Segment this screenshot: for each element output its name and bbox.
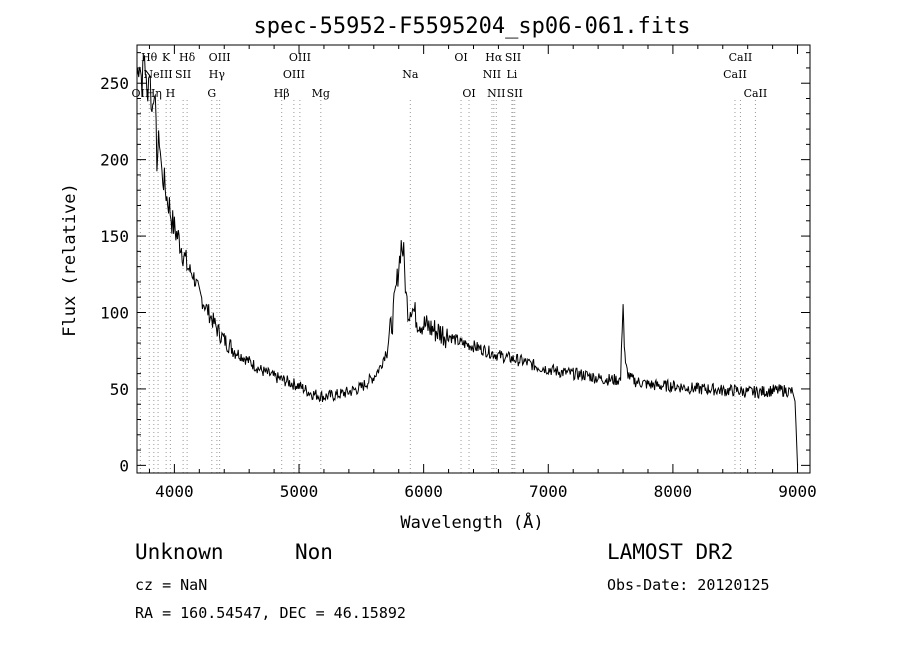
- line-label: NeIII: [143, 68, 172, 81]
- line-label: NII: [483, 68, 501, 81]
- line-label: OIII: [283, 68, 305, 81]
- y-tick-label: 150: [100, 227, 129, 246]
- line-label: NII: [487, 87, 505, 100]
- plot-frame: [136, 44, 811, 474]
- line-label: Mg: [312, 87, 330, 100]
- y-tick-label: 200: [100, 151, 129, 170]
- emission-line-markers: OII Hθ Hη NeIII K H SII Hδ G Hγ OIII Hβ OIII OIII Mg Na…: [132, 51, 768, 473]
- x-axis-label: Wavelength (Å): [400, 511, 543, 533]
- y-tick-label: 250: [100, 74, 129, 93]
- line-label: Li: [506, 68, 517, 81]
- coordinates: RA = 160.54547, DEC = 46.15892: [135, 604, 406, 622]
- line-label: CaII: [723, 68, 747, 81]
- line-label: Hα: [485, 51, 503, 64]
- x-tick-label: 7000: [529, 482, 568, 501]
- subclass-label: Non: [295, 540, 333, 564]
- line-label: OI: [462, 87, 475, 100]
- line-label: CaII: [744, 87, 768, 100]
- line-label: K: [162, 51, 171, 64]
- line-label: OI: [454, 51, 467, 64]
- line-label: Hγ: [209, 68, 226, 81]
- x-tick-label: 5000: [280, 482, 319, 501]
- line-label: Hθ: [141, 51, 158, 64]
- line-label: SII: [505, 51, 521, 64]
- line-label: G: [207, 87, 216, 100]
- redshift-value: cz = NaN: [135, 576, 208, 594]
- x-tick-label: 4000: [155, 482, 194, 501]
- line-label: OIII: [209, 51, 231, 64]
- line-label: Hβ: [274, 87, 290, 100]
- y-tick-label: 0: [119, 456, 129, 475]
- obs-date: Obs-Date: 20120125: [607, 576, 770, 594]
- axis-ticks: 4000 5000 6000 7000 8000 9000 0 50 100 150 200 250: [100, 45, 817, 501]
- line-label: OII: [132, 87, 150, 100]
- x-tick-label: 6000: [404, 482, 443, 501]
- x-tick-label: 8000: [654, 482, 693, 501]
- line-label: Hη: [146, 87, 162, 100]
- line-label: H: [166, 87, 176, 100]
- x-tick-label: 9000: [778, 482, 817, 501]
- line-label: Hδ: [179, 51, 196, 64]
- line-label: CaII: [729, 51, 753, 64]
- spectrum-line: [136, 55, 798, 466]
- y-axis-label: Flux (relative): [60, 183, 80, 337]
- line-label: Na: [402, 68, 419, 81]
- line-label: OIII: [289, 51, 311, 64]
- survey-label: LAMOST DR2: [607, 540, 734, 564]
- line-label: SII: [507, 87, 523, 100]
- y-tick-label: 50: [110, 380, 129, 399]
- chart-title: spec-55952-F5595204_sp06-061.fits: [253, 14, 690, 39]
- y-tick-label: 100: [100, 304, 129, 323]
- class-label: Unknown: [135, 540, 224, 564]
- line-label: SII: [175, 68, 191, 81]
